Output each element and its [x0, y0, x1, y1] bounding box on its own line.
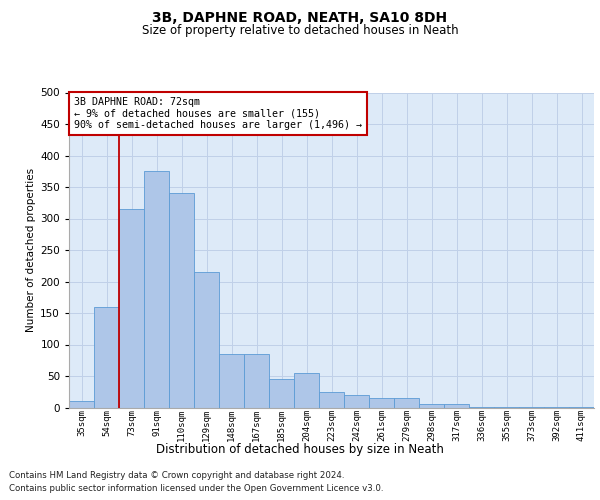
Text: Distribution of detached houses by size in Neath: Distribution of detached houses by size …: [156, 442, 444, 456]
Bar: [494, 407, 519, 408]
Bar: [419, 404, 444, 407]
Text: 3B DAPHNE ROAD: 72sqm
← 9% of detached houses are smaller (155)
90% of semi-deta: 3B DAPHNE ROAD: 72sqm ← 9% of detached h…: [74, 97, 362, 130]
Bar: [144, 171, 169, 408]
Text: 3B, DAPHNE ROAD, NEATH, SA10 8DH: 3B, DAPHNE ROAD, NEATH, SA10 8DH: [152, 11, 448, 25]
Bar: [444, 404, 469, 407]
Text: Contains HM Land Registry data © Crown copyright and database right 2024.: Contains HM Land Registry data © Crown c…: [9, 471, 344, 480]
Bar: [269, 379, 294, 408]
Bar: [369, 398, 394, 407]
Bar: [394, 398, 419, 407]
Bar: [519, 407, 544, 408]
Text: Contains public sector information licensed under the Open Government Licence v3: Contains public sector information licen…: [9, 484, 383, 493]
Bar: [319, 392, 344, 407]
Bar: [344, 395, 369, 407]
Bar: [244, 354, 269, 408]
Bar: [219, 354, 244, 408]
Bar: [469, 407, 494, 408]
Bar: [294, 373, 319, 408]
Bar: [69, 401, 94, 407]
Bar: [119, 209, 144, 408]
Text: Size of property relative to detached houses in Neath: Size of property relative to detached ho…: [142, 24, 458, 37]
Y-axis label: Number of detached properties: Number of detached properties: [26, 168, 36, 332]
Bar: [169, 194, 194, 408]
Bar: [194, 272, 219, 407]
Bar: [544, 407, 569, 408]
Bar: [569, 407, 594, 408]
Bar: [94, 306, 119, 408]
